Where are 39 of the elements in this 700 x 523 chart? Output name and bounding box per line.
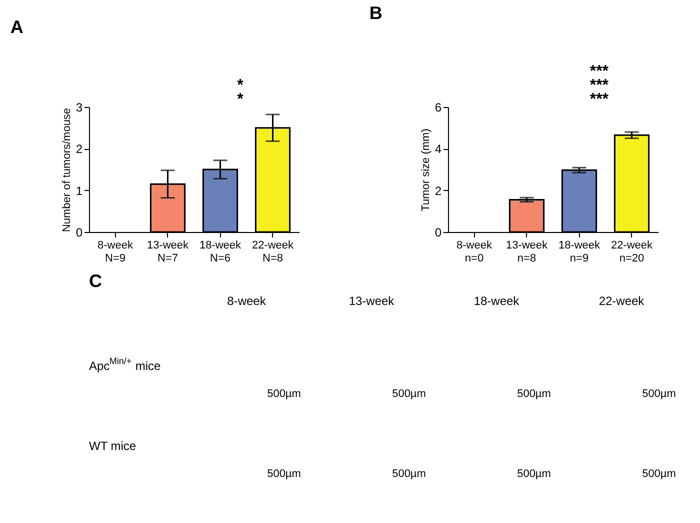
text: 500µm <box>642 468 676 480</box>
text: 500µm <box>517 388 551 400</box>
category-label: 22-week <box>598 294 646 308</box>
y-tick-label: 4 <box>434 142 442 156</box>
x-tick-label: 13-week N=7 <box>146 240 190 264</box>
chart-title: A <box>10 17 24 37</box>
text: 500µm <box>392 468 426 480</box>
y-tick-label: 1 <box>76 184 83 198</box>
x-tick-label: 8-week n=0 <box>456 240 492 264</box>
text: *** <box>590 77 610 94</box>
chart-title: B <box>369 3 382 23</box>
text: 500µm <box>392 388 426 400</box>
y-tick-label: 3 <box>76 100 83 114</box>
text: 500µm <box>267 468 301 480</box>
text: 500µm <box>517 468 551 480</box>
annotation: *** <box>590 91 610 108</box>
x-tick-label: 8-week N=9 <box>98 240 134 264</box>
text: C <box>89 271 102 291</box>
text: 500µm <box>267 388 301 400</box>
y-axis-title: Tumor size (mm) <box>420 128 432 212</box>
category-label: WT mice <box>89 439 136 453</box>
y-tick-label: 2 <box>434 184 442 198</box>
text: 500µm <box>642 388 676 400</box>
x-tick-label: 18-week N=6 <box>199 240 242 264</box>
x-tick-label: 22-week N=8 <box>252 240 294 264</box>
x-tick-label: 18-week n=9 <box>558 240 601 264</box>
x-tick-label: 13-week n=8 <box>506 240 548 264</box>
y-tick-label: 2 <box>76 142 83 156</box>
x-tick-label: 22-week n=20 <box>610 240 654 264</box>
y-tick-label: 6 <box>434 100 442 114</box>
category-label: 8-week <box>227 294 267 308</box>
y-axis-title: Number of tumors/mouse <box>60 108 73 232</box>
y-tick-label: 0 <box>76 226 83 240</box>
annotation: * <box>237 91 244 108</box>
category-label: 18-week <box>474 294 520 308</box>
category-label: 13-week <box>348 294 396 308</box>
text: * <box>237 77 244 94</box>
text: *** <box>590 63 610 80</box>
y-tick-label: 0 <box>434 226 442 240</box>
